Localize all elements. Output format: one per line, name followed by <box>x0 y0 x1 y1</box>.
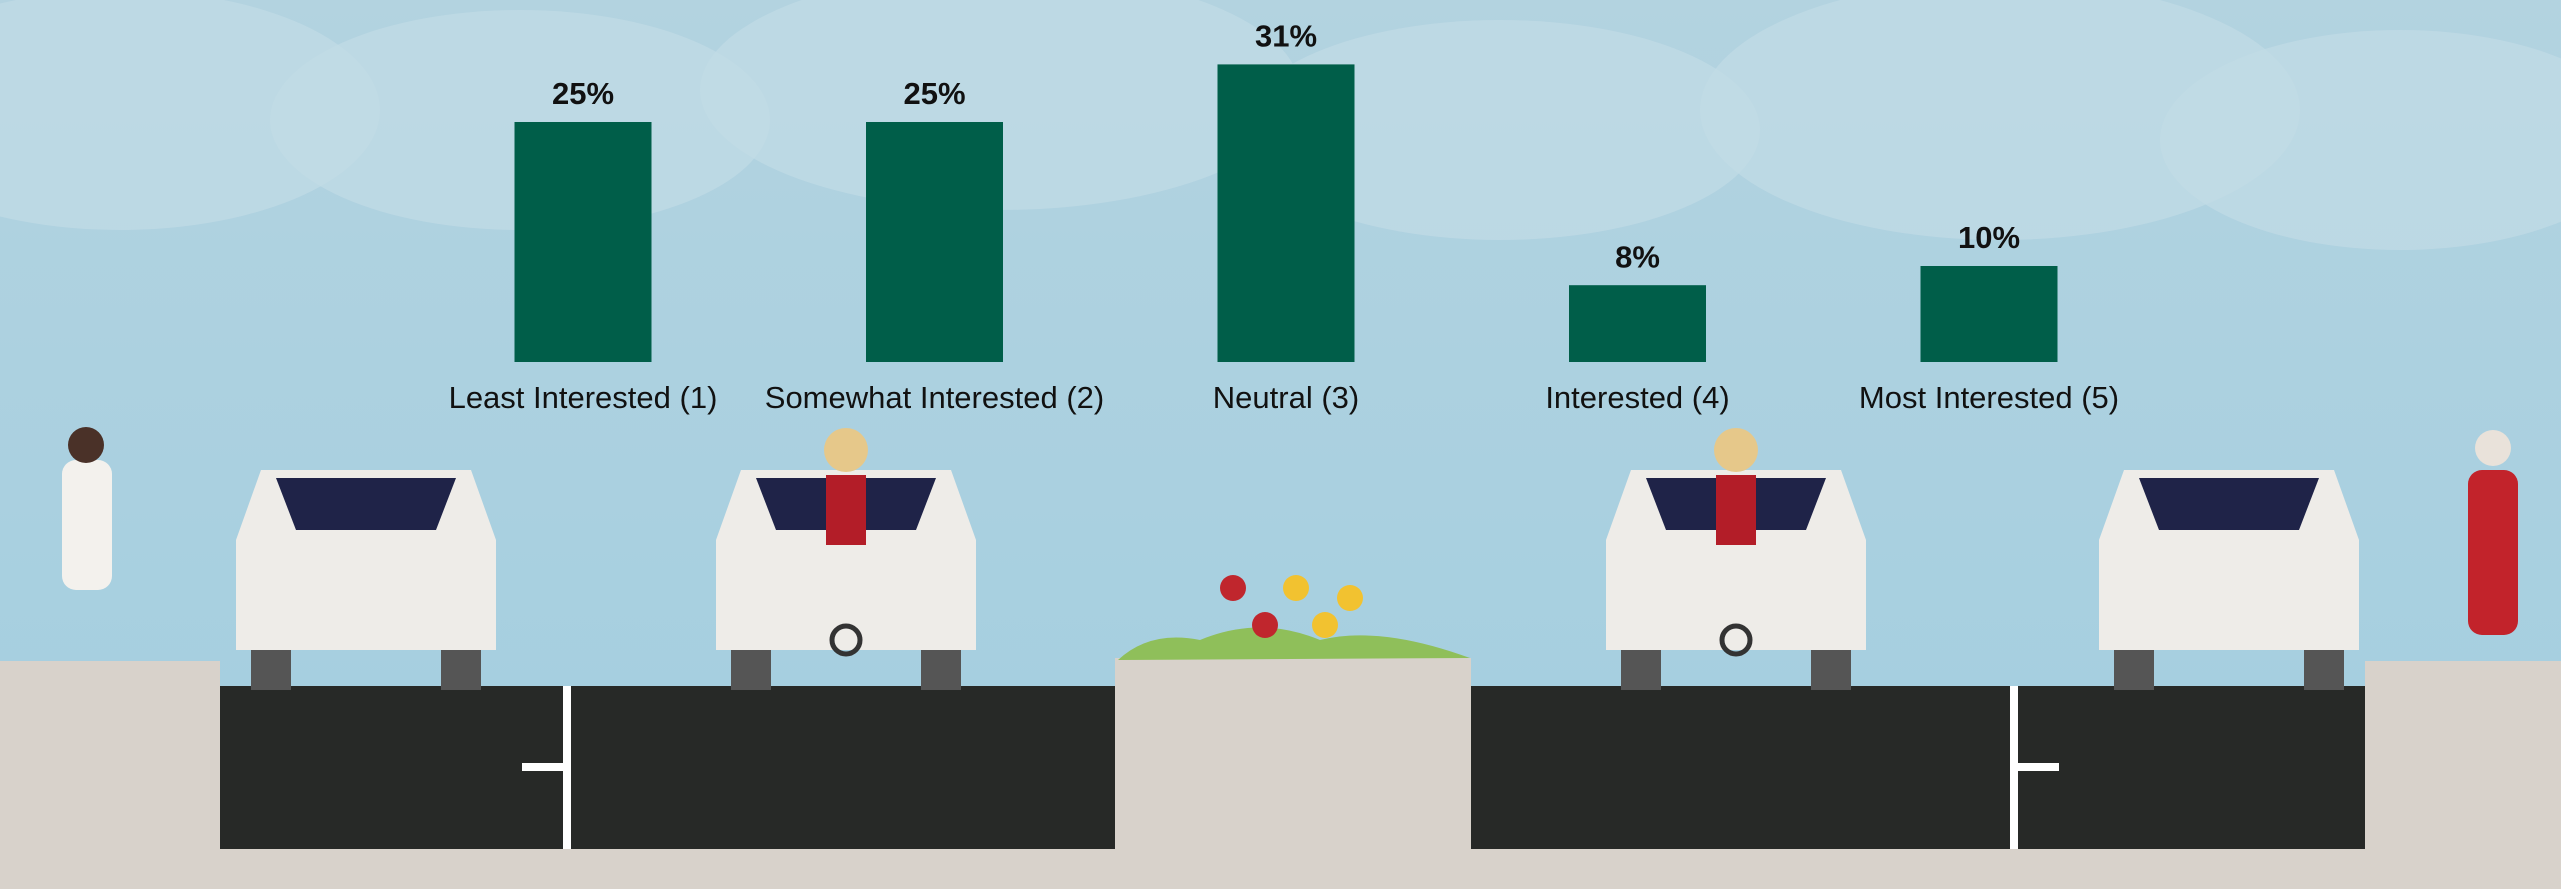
category-label: Somewhat Interested (2) <box>765 380 1104 415</box>
category-label: Interested (4) <box>1545 380 1729 415</box>
bar <box>1569 285 1706 362</box>
bar <box>1217 64 1355 363</box>
rider-head <box>824 428 868 472</box>
category-label: Most Interested (5) <box>1859 380 2119 415</box>
bar <box>866 122 1003 362</box>
road <box>1471 686 2365 849</box>
cloud <box>1700 0 2300 240</box>
car-window <box>276 478 456 530</box>
flower <box>1252 612 1278 638</box>
car-window <box>2139 478 2319 530</box>
value-label: 25% <box>903 76 965 111</box>
bike-wheel <box>829 623 863 657</box>
cloud <box>2160 30 2561 250</box>
value-label: 31% <box>1255 19 1317 54</box>
pedestrian <box>62 460 112 590</box>
shrub <box>1118 627 1470 660</box>
flower <box>1220 575 1246 601</box>
flower <box>1312 612 1338 638</box>
value-label: 8% <box>1615 239 1660 274</box>
bar <box>1920 266 2058 362</box>
curb <box>220 849 2365 889</box>
value-label: 25% <box>552 76 614 111</box>
flower <box>1283 575 1309 601</box>
rider-head <box>1714 428 1758 472</box>
rider-body <box>826 475 866 545</box>
road <box>220 686 1115 849</box>
rider-body <box>1716 475 1756 545</box>
category-label: Least Interested (1) <box>449 380 718 415</box>
pedestrian-head <box>2475 430 2511 466</box>
sidewalk <box>0 661 220 889</box>
category-label: Neutral (3) <box>1213 380 1359 415</box>
flower <box>1337 585 1363 611</box>
cloud <box>0 0 380 230</box>
sidewalk <box>2365 661 2561 889</box>
value-label: 10% <box>1958 220 2020 255</box>
pedestrian-head <box>68 427 104 463</box>
bike-wheel <box>1719 623 1753 657</box>
pedestrian <box>2468 470 2518 635</box>
bar <box>514 122 652 362</box>
cloud <box>1240 20 1760 240</box>
cloud <box>700 0 1300 210</box>
